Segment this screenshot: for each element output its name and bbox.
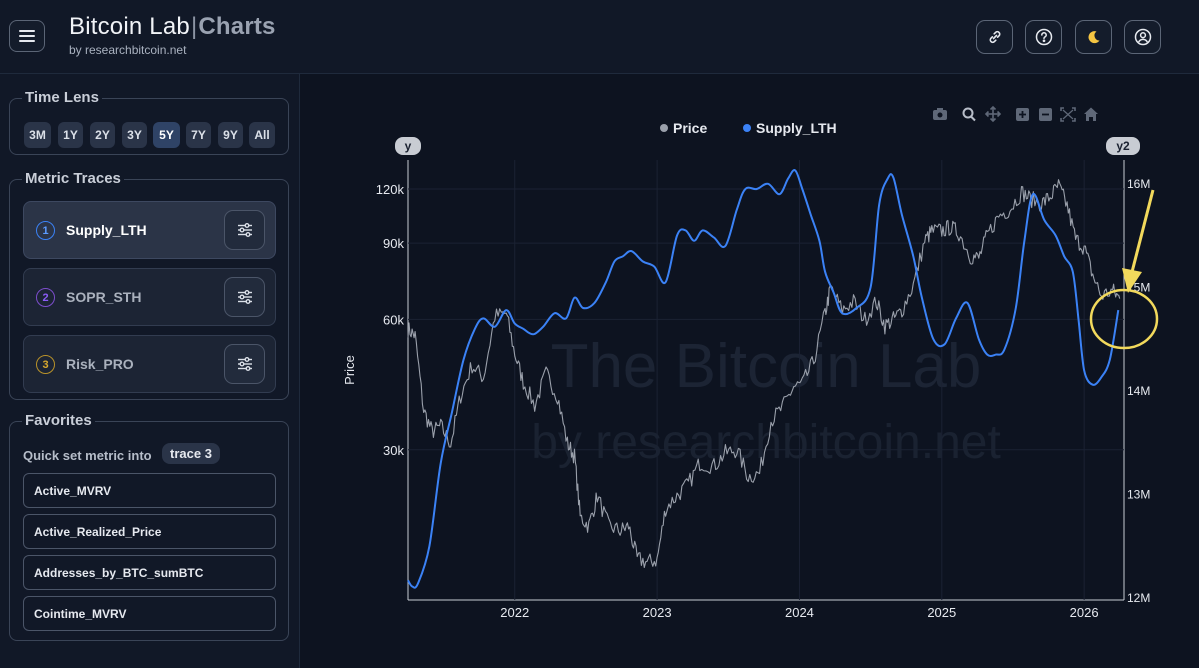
account-button[interactable] (1124, 20, 1161, 54)
chart-ticks: 2022 2023 2024 2025 2026120k90k60k30k16M15M1… (376, 177, 1151, 620)
menu-button[interactable] (9, 20, 45, 52)
sliders-icon (237, 290, 252, 304)
time-lens-9y[interactable]: 9Y (218, 122, 243, 148)
y-tick-label: 60k (383, 312, 404, 327)
legend-label-price[interactable]: Price (673, 120, 707, 136)
y-axis-badge: y (395, 137, 421, 155)
legend-marker-supply-lth (743, 124, 751, 132)
hamburger-icon (19, 30, 35, 42)
help-icon (1035, 28, 1052, 46)
y2-tick-label: 12M (1127, 591, 1150, 605)
brand-subtitle: by researchbitcoin.net (69, 43, 187, 57)
brand-separator: | (190, 13, 198, 40)
trace-number-2: 2 (36, 288, 55, 307)
sliders-icon (237, 223, 252, 237)
favorite-item[interactable]: Active_MVRV (23, 473, 276, 508)
y2-tick-label: 13M (1127, 487, 1150, 501)
link-icon (989, 30, 1000, 44)
x-tick-label: 2025 (927, 605, 956, 620)
metric-traces-title: Metric Traces (22, 170, 124, 187)
pan-icon[interactable] (984, 105, 1002, 123)
trace-label-2: SOPR_STH (66, 289, 142, 305)
chart-area: The Bitcoin Lab by researchbitcoin.net (301, 74, 1199, 668)
trace-label-3: Risk_PRO (66, 356, 134, 372)
moon-icon (1088, 31, 1099, 44)
favorite-item[interactable]: Cointime_MVRV (23, 596, 276, 631)
trace-settings-button-1[interactable] (224, 210, 265, 250)
series-line-supply-lth (407, 169, 1120, 589)
highlight-arrow-head (1122, 268, 1142, 293)
share-link-button[interactable] (976, 20, 1013, 54)
highlight-arrow-shaft (1130, 189, 1155, 273)
time-lens-7y[interactable]: 7Y (186, 122, 211, 148)
theme-toggle-button[interactable] (1075, 20, 1112, 54)
annotation-highlight (1089, 189, 1159, 350)
watermark-title: The Bitcoin Lab (551, 332, 982, 401)
chart-canvas[interactable]: The Bitcoin Lab by researchbitcoin.net (301, 74, 1199, 668)
y-axis-badge-label: y (405, 139, 412, 153)
favorites-target-trace[interactable]: trace 3 (162, 443, 220, 464)
y-tick-label: 30k (383, 443, 404, 458)
y2-axis-badge: y2 (1106, 137, 1140, 155)
y2-tick-label: 14M (1127, 384, 1150, 398)
y-tick-label: 90k (383, 236, 404, 251)
legend-label-supply-lth[interactable]: Supply_LTH (756, 120, 837, 136)
x-tick-label: 2022 (500, 605, 529, 620)
x-tick-label: 2023 (643, 605, 672, 620)
zoom-out-icon[interactable] (1039, 108, 1052, 121)
chart-gridlines (408, 160, 1124, 600)
trace-label-1: Supply_LTH (66, 222, 147, 238)
user-icon (1134, 28, 1151, 46)
y2-axis-badge-label: y2 (1116, 139, 1130, 153)
app-header: Bitcoin Lab|Charts by researchbitcoin.ne… (0, 0, 1199, 74)
brand-accent: Charts (198, 13, 276, 40)
zoom-icon[interactable] (962, 107, 976, 122)
series-line-price (407, 179, 1121, 569)
time-lens-3y[interactable]: 3Y (122, 122, 147, 148)
watermark-subtitle: by researchbitcoin.net (531, 416, 1001, 469)
chart-legend: Price Supply_LTH (660, 120, 837, 136)
legend-marker-price (660, 124, 668, 132)
trace-item-1[interactable]: 1 Supply_LTH (23, 201, 276, 259)
favorites-hint: Quick set metric into (23, 448, 152, 463)
time-lens-title: Time Lens (22, 89, 102, 106)
y-tick-label: 120k (376, 182, 405, 197)
time-lens-5y[interactable]: 5Y (153, 122, 180, 148)
time-lens-panel: Time Lens 3M 1Y 2Y 3Y 5Y 7Y 9Y All (9, 89, 289, 155)
y-axis-label: Price (342, 355, 357, 385)
home-icon[interactable] (1084, 107, 1098, 122)
time-lens-3m[interactable]: 3M (24, 122, 51, 148)
x-tick-label: 2024 (785, 605, 814, 620)
chart-toolbar (933, 105, 1098, 123)
favorites-panel: Favorites Quick set metric into trace 3 … (9, 412, 289, 641)
time-lens-all[interactable]: All (249, 122, 275, 148)
trace-number-3: 3 (36, 355, 55, 374)
favorite-item[interactable]: Addresses_by_BTC_sumBTC (23, 555, 276, 590)
chart-series (407, 169, 1121, 589)
highlight-circle (1089, 288, 1159, 350)
metric-traces-panel: Metric Traces 1 Supply_LTH 2 SOPR_STH (9, 170, 289, 400)
zoom-in-icon[interactable] (1016, 108, 1029, 121)
time-lens-2y[interactable]: 2Y (90, 122, 115, 148)
trace-item-3[interactable]: 3 Risk_PRO (23, 335, 276, 393)
trace-number-1: 1 (36, 221, 55, 240)
camera-icon[interactable] (933, 108, 947, 120)
brand-main: Bitcoin Lab (69, 13, 190, 40)
time-lens-1y[interactable]: 1Y (58, 122, 83, 148)
favorites-title: Favorites (22, 412, 95, 429)
trace-item-2[interactable]: 2 SOPR_STH (23, 268, 276, 326)
x-tick-label: 2026 (1070, 605, 1099, 620)
y2-tick-label: 16M (1127, 177, 1150, 191)
favorite-item[interactable]: Active_Realized_Price (23, 514, 276, 549)
brand-title: Bitcoin Lab|Charts (69, 13, 276, 41)
trace-settings-button-2[interactable] (224, 277, 265, 317)
help-button[interactable] (1025, 20, 1062, 54)
sidebar: Time Lens 3M 1Y 2Y 3Y 5Y 7Y 9Y All Metri… (0, 74, 300, 668)
autoscale-icon[interactable] (1060, 107, 1076, 122)
trace-settings-button-3[interactable] (224, 344, 265, 384)
brand: Bitcoin Lab|Charts by researchbitcoin.ne… (69, 13, 276, 57)
sliders-icon (237, 357, 252, 371)
